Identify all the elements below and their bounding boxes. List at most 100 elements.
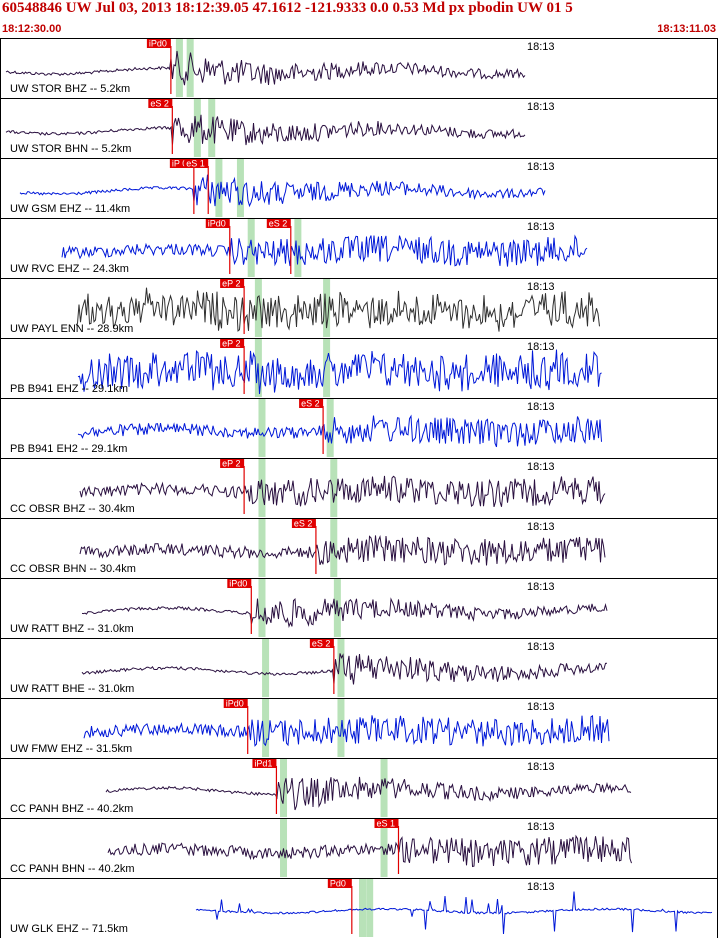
waveform <box>77 349 602 395</box>
p-wave-band <box>359 879 366 937</box>
seismogram-panels[interactable]: 18:13 iPd0 UW STOR BHZ -- 5.2km 18:13 eS 2 UW… <box>0 38 718 938</box>
station-label: UW FMW EHZ -- 31.5km <box>10 743 132 755</box>
minute-mark: 18:13 <box>527 581 555 593</box>
station-label: PB B941 EHZ -- 29.1km <box>10 383 128 395</box>
waveform <box>81 653 608 685</box>
p-wave-band <box>280 819 288 877</box>
pick-flag <box>374 819 399 828</box>
p-wave-band <box>254 279 262 337</box>
p-wave-band <box>280 759 288 817</box>
minute-mark: 18:13 <box>527 341 555 353</box>
station-label: UW RATT BHE -- 31.0km <box>10 683 134 695</box>
station-label: PB B941 EH2 -- 29.1km <box>10 443 127 455</box>
waveform <box>195 891 713 935</box>
station-label: CC OBSR BHZ -- 30.4km <box>10 503 135 515</box>
station-label: CC OBSR BHN -- 30.4km <box>10 563 136 575</box>
trace-panel[interactable]: 18:13 eS 1 CC PANH BHN -- 40.2km <box>0 818 718 879</box>
waveform <box>5 50 526 86</box>
trace-panel[interactable]: 18:13 eP 2 PB B941 EHZ -- 29.1km <box>0 338 718 399</box>
s-wave-band <box>366 879 374 937</box>
trace-panel[interactable]: 18:13 eS 2 PB B941 EH2 -- 29.1km <box>0 398 718 459</box>
p-wave-band <box>258 519 266 577</box>
trace-panel[interactable]: 18:13 eP 2 CC OBSR BHZ -- 30.4km <box>0 458 718 519</box>
trace-panel[interactable]: 18:13 iPd0 eS 2 UW RVC EHZ -- 24.3km <box>0 218 718 279</box>
s-wave-band <box>236 159 244 217</box>
trace-panel[interactable]: 18:13 eS 2 UW RATT BHE -- 31.0km <box>0 638 718 699</box>
pick-flag <box>184 159 209 168</box>
p-wave-band <box>258 579 266 637</box>
p-wave-band <box>258 399 266 457</box>
station-label: UW GLK EHZ -- 71.5km <box>10 923 128 935</box>
pick-flag <box>223 699 248 708</box>
pick-label: iPd0 <box>226 699 244 709</box>
minute-mark: 18:13 <box>527 881 555 893</box>
event-header: 60548846 UW Jul 03, 2013 18:12:39.05 47.… <box>2 0 573 16</box>
pick-flag <box>169 159 194 168</box>
waveform <box>77 414 602 448</box>
waveform <box>79 534 606 566</box>
pick-label: eS 2 <box>312 639 331 649</box>
pick-flag <box>146 39 171 48</box>
minute-mark: 18:13 <box>527 521 555 533</box>
trace-panel[interactable]: 18:13 iPd0 UW RATT BHZ -- 31.0km <box>0 578 718 639</box>
trace-panel[interactable]: 18:13 eS 2 CC OBSR BHN -- 30.4km <box>0 518 718 579</box>
trace-panel[interactable]: 18:13 iPd1 CC PANH BHZ -- 40.2km <box>0 758 718 819</box>
s-wave-band <box>323 279 331 337</box>
station-label: CC PANH BHN -- 40.2km <box>10 863 134 875</box>
pick-flag <box>227 579 252 588</box>
station-label: UW PAYL ENN -- 28.9km <box>10 323 133 335</box>
minute-mark: 18:13 <box>527 161 555 173</box>
s-wave-band <box>330 459 338 517</box>
s-wave-band <box>186 39 194 97</box>
minute-mark: 18:13 <box>527 821 555 833</box>
minute-mark: 18:13 <box>527 281 555 293</box>
waveform <box>19 174 546 208</box>
minute-mark: 18:13 <box>527 41 555 53</box>
station-label: CC PANH BHZ -- 40.2km <box>10 803 133 815</box>
trace-panel[interactable]: 18:13 iPd0 UW STOR BHZ -- 5.2km <box>0 38 718 99</box>
minute-mark: 18:13 <box>527 641 555 653</box>
s-wave-band <box>380 759 388 817</box>
s-wave-band <box>294 219 302 277</box>
pick-flag <box>205 219 230 228</box>
p-wave-band <box>262 699 270 757</box>
minute-mark: 18:13 <box>527 701 555 713</box>
waveform <box>5 114 526 146</box>
minute-mark: 18:13 <box>527 221 555 233</box>
s-wave-band <box>323 339 331 397</box>
window-end-time: 18:13:11.03 <box>657 23 716 35</box>
waveform <box>61 234 588 267</box>
pick-flag <box>220 279 245 288</box>
minute-mark: 18:13 <box>527 461 555 473</box>
waveform <box>107 834 632 868</box>
pick-label: eS 2 <box>150 99 169 109</box>
trace-panel[interactable]: 18:13 Pd0 UW GLK EHZ -- 71.5km <box>0 878 718 938</box>
pick-flag <box>148 99 173 108</box>
waveform <box>79 475 606 508</box>
pick-label: eS 2 <box>269 219 288 229</box>
pick-flag <box>309 639 334 648</box>
trace-panel[interactable]: 18:13 eP 2 UW PAYL ENN -- 28.9km <box>0 278 718 339</box>
station-label: UW GSM EHZ -- 11.4km <box>10 203 130 215</box>
trace-panel[interactable]: 18:13 eS 2 UW STOR BHN -- 5.2km <box>0 98 718 159</box>
pick-label: eP 2 <box>222 459 240 469</box>
p-wave-band <box>262 639 270 697</box>
pick-label: eS 2 <box>301 399 320 409</box>
pick-label: Pd0 <box>330 879 346 889</box>
s-wave-band <box>337 639 345 697</box>
pick-label: iPd0 <box>229 579 247 589</box>
trace-panel[interactable]: 18:13 iP 0 eS 1 UW GSM EHZ -- 11.4km <box>0 158 718 219</box>
s-wave-band <box>326 399 334 457</box>
waveform <box>83 715 610 747</box>
station-label: UW RATT BHZ -- 31.0km <box>10 623 134 635</box>
pick-label: eP 2 <box>222 339 240 349</box>
window-start-time: 18:12:30.00 <box>2 23 62 35</box>
trace-panel[interactable]: 18:13 iPd0 UW FMW EHZ -- 31.5km <box>0 698 718 759</box>
waveform <box>75 287 600 332</box>
pick-label: iPd0 <box>208 219 226 229</box>
station-label: UW RVC EHZ -- 24.3km <box>10 263 129 275</box>
pick-label: eS 1 <box>376 819 395 829</box>
minute-mark: 18:13 <box>527 101 555 113</box>
s-wave-band <box>380 819 388 877</box>
pick-label: eS 2 <box>294 519 313 529</box>
